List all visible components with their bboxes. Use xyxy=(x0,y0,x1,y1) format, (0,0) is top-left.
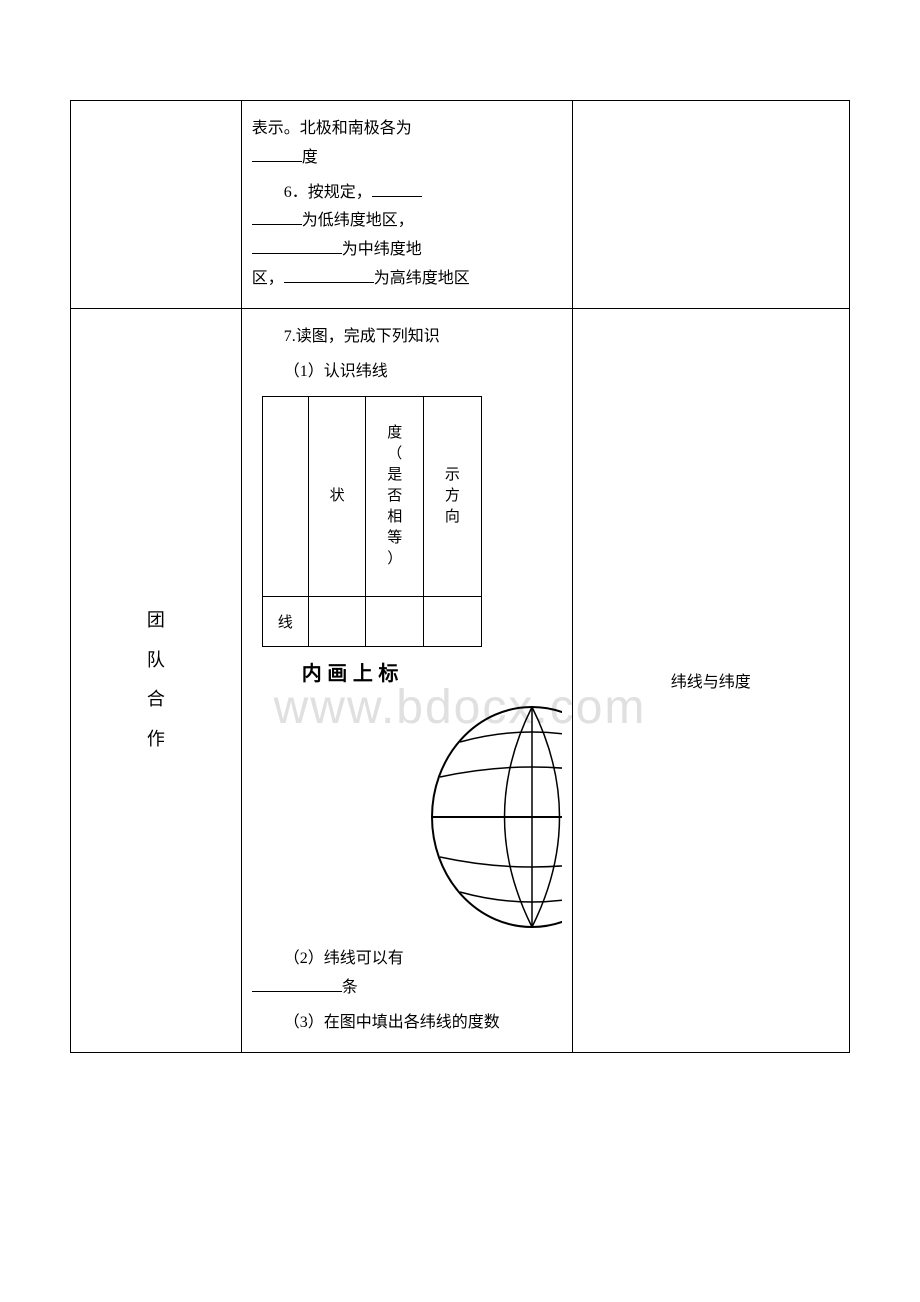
q7-sub2: （2）纬线可以有 条 xyxy=(252,945,562,1003)
c3l: 是 xyxy=(387,467,402,483)
q6-paragraph: 6．按规定， 为低纬度地区， 为中纬度地 区， 为高纬度地区 xyxy=(252,179,562,294)
q7-2-pre: （2）纬线可以有 xyxy=(284,950,404,967)
inner-h1 xyxy=(262,397,308,597)
table-row: 团 队 合 作 7.读图，完成下列知识 （1）认识纬线 状 xyxy=(71,308,850,1052)
inner-h3-text: 度 （ 是 否 相 等 ） xyxy=(368,423,421,570)
topic-label: 纬线与纬度 xyxy=(671,674,751,691)
c3l: 度 xyxy=(387,425,402,441)
worksheet-table: 表示。北极和南极各为 度 6．按规定， 为低纬度地区， 为中纬度地 区， 为高纬度… xyxy=(70,100,850,1053)
q5-suffix: 度 xyxy=(302,149,318,166)
q7-sub1: （1）认识纬线 xyxy=(252,358,562,387)
blank-low2[interactable] xyxy=(252,209,302,225)
globe-svg xyxy=(422,697,562,937)
q5-continuation: 表示。北极和南极各为 度 xyxy=(252,115,562,173)
vchar: 队 xyxy=(147,641,165,681)
q6-prefix: 6．按规定， xyxy=(284,184,372,201)
c4l: 方 xyxy=(445,488,460,504)
inner-cell-direction[interactable] xyxy=(424,597,482,647)
row1-left-cell xyxy=(71,101,242,309)
c4l: 示 xyxy=(445,467,460,483)
blank-mid-lat[interactable] xyxy=(252,238,342,254)
table-row: 表示。北极和南极各为 度 6．按规定， 为低纬度地区， 为中纬度地 区， 为高纬度… xyxy=(71,101,850,309)
q6-line2-prefix: 区， xyxy=(252,270,284,287)
vchar: 作 xyxy=(147,720,165,760)
q6-mid2: 为中纬度地 xyxy=(342,241,422,258)
q6-end: 为高纬度地区 xyxy=(374,270,470,287)
c3l: 等 xyxy=(387,530,402,546)
q7-title: 7.读图，完成下列知识 xyxy=(252,323,562,352)
q5-text-a: 表示。北极和南极各为 xyxy=(252,120,412,137)
q6-mid1: 为低纬度地区， xyxy=(302,212,414,229)
c3l: （ xyxy=(387,446,402,462)
row2-left-cell: 团 队 合 作 xyxy=(71,308,242,1052)
c4l: 向 xyxy=(445,509,460,525)
inner-h4-text: 示 方 向 xyxy=(426,465,479,528)
c3l: 相 xyxy=(387,509,402,525)
c3l: 否 xyxy=(387,488,402,504)
figure-caption: 内 画 上 标 xyxy=(302,657,399,686)
teamwork-label: 团 队 合 作 xyxy=(81,601,231,759)
row2-mid-cell: 7.读图，完成下列知识 （1）认识纬线 状 度 （ xyxy=(241,308,572,1052)
blank-degree[interactable] xyxy=(252,146,302,162)
inner-h4: 示 方 向 xyxy=(424,397,482,597)
q7-sub3: （3）在图中填出各纬线的度数 xyxy=(252,1009,562,1038)
inner-header-row: 状 度 （ 是 否 相 等 ） xyxy=(262,397,481,597)
inner-h2-text: 状 xyxy=(311,486,364,507)
inner-data-row: 线 xyxy=(262,597,481,647)
row2-right-cell: 纬线与纬度 xyxy=(572,308,849,1052)
globe-figure: 内 画 上 标 xyxy=(252,657,562,937)
inner-h2: 状 xyxy=(308,397,366,597)
inner-rowlabel: 线 xyxy=(262,597,308,647)
blank-low1[interactable] xyxy=(372,181,422,197)
inner-cell-length[interactable] xyxy=(366,597,424,647)
blank-high-lat[interactable] xyxy=(284,267,374,283)
vchar: 合 xyxy=(147,680,165,720)
blank-line-count[interactable] xyxy=(252,976,342,992)
q7-2-suf: 条 xyxy=(342,979,358,996)
row1-mid-cell: 表示。北极和南极各为 度 6．按规定， 为低纬度地区， 为中纬度地 区， 为高纬度… xyxy=(241,101,572,309)
row1-right-cell xyxy=(572,101,849,309)
latitude-properties-table: 状 度 （ 是 否 相 等 ） xyxy=(262,396,482,647)
inner-cell-shape[interactable] xyxy=(308,597,366,647)
c3l: ） xyxy=(387,551,402,567)
vchar: 团 xyxy=(147,601,165,641)
inner-h3: 度 （ 是 否 相 等 ） xyxy=(366,397,424,597)
